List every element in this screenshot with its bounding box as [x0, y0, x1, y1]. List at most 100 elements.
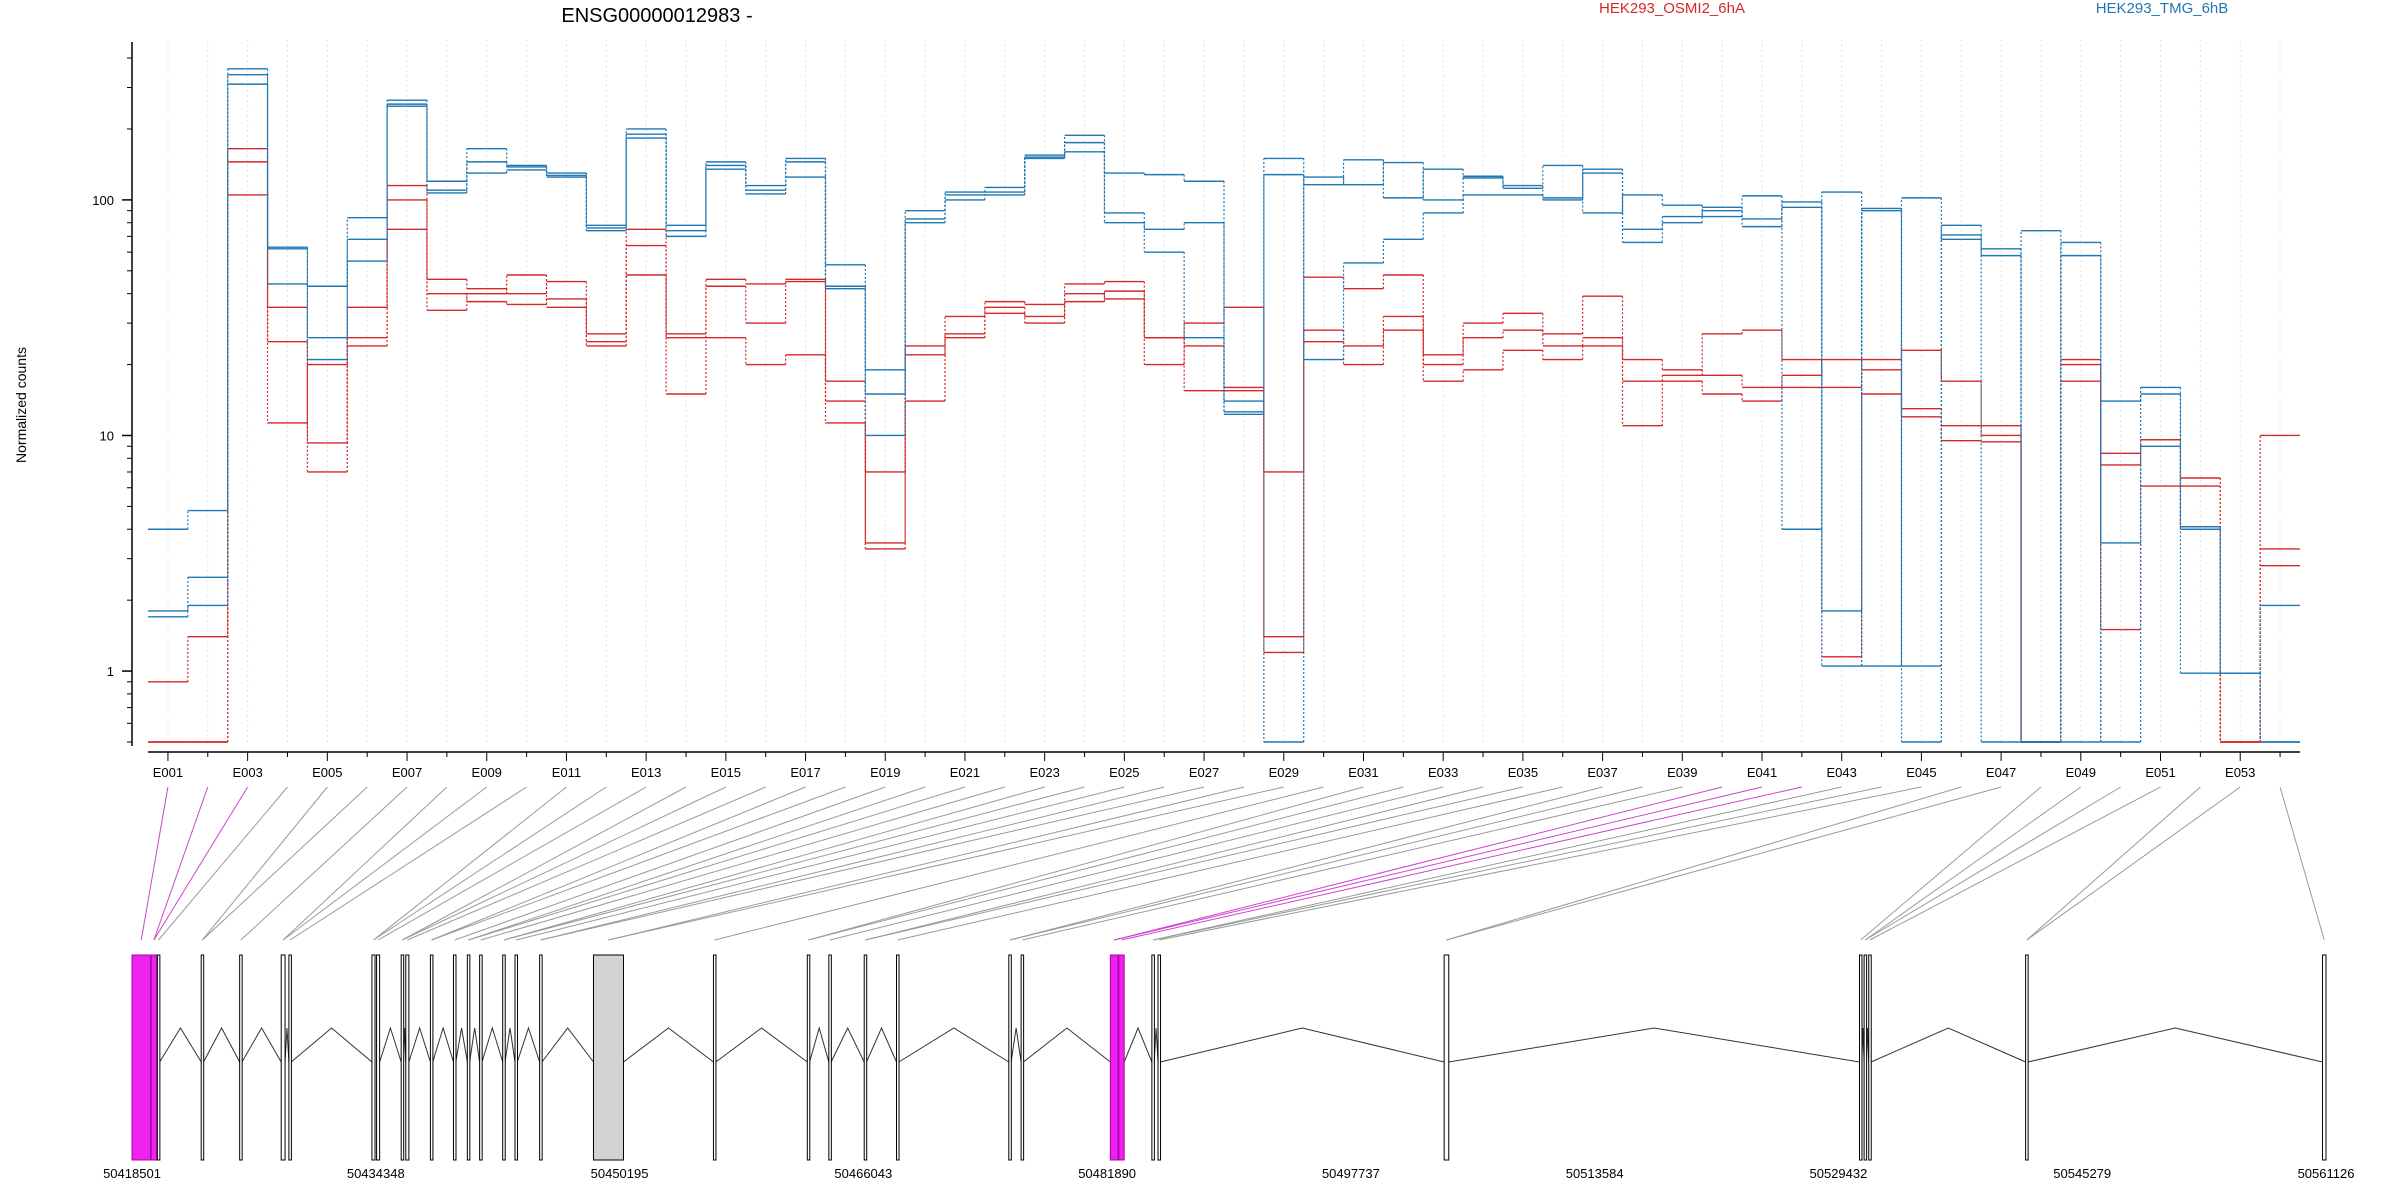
x-tick-label-E021: E021 [950, 765, 980, 780]
connector-E011 [373, 786, 567, 941]
gene-exon-11 [405, 954, 410, 1161]
y-tick-label: 100 [92, 193, 114, 208]
gene-exon-25 [1008, 954, 1012, 1161]
intron-line [481, 1026, 504, 1063]
connector-E014 [402, 786, 687, 941]
x-tick-label-E043: E043 [1827, 765, 1857, 780]
intron-line [715, 1027, 808, 1063]
connector-E041 [1114, 786, 1763, 941]
x-tick-label-E009: E009 [472, 765, 502, 780]
connector-E050 [1865, 786, 2121, 941]
x-tick-label-E023: E023 [1029, 765, 1059, 780]
connector-E019 [454, 786, 886, 941]
gene-exon-4 [200, 954, 205, 1161]
legend-entry-osmi2: HEK293_OSMI2_6hA [1599, 0, 1745, 17]
gene-exon-24 [896, 954, 900, 1161]
intron-line [809, 1026, 830, 1063]
gene-exon-20 [712, 954, 717, 1161]
connector-E021 [468, 786, 966, 941]
gene-exon-35 [2025, 954, 2029, 1161]
connector-E018 [431, 786, 846, 941]
connector-E001 [140, 786, 169, 941]
intron-line [203, 1026, 241, 1063]
intron-line [455, 1027, 468, 1063]
y-tick-label: 10 [100, 428, 114, 443]
connector-E053 [2026, 786, 2241, 941]
connector-E043 [1152, 786, 1842, 941]
connector-E025 [516, 786, 1125, 941]
intron-line [866, 1026, 897, 1063]
gene-exon-7 [288, 954, 292, 1161]
intron-line [541, 1027, 594, 1063]
x-tick-label-E025: E025 [1109, 765, 1139, 780]
intron-line [241, 1026, 282, 1063]
intron-line [1010, 1027, 1022, 1063]
x-tick-label-E049: E049 [2066, 765, 2096, 780]
series-2-HEK293_OSMI2_6hA [148, 194, 2300, 743]
connector-E012 [373, 786, 607, 941]
genomic-coordinate-label: 50561126 [2298, 1166, 2355, 1181]
gene-exon-12 [429, 954, 434, 1161]
connector-E013 [377, 786, 647, 941]
gene-exon-16 [502, 954, 506, 1161]
intron-line [830, 1026, 865, 1063]
connector-E009 [282, 786, 488, 941]
connector-E016 [407, 786, 766, 941]
x-tick-label-E013: E013 [631, 765, 661, 780]
genomic-coordinate-label: 50529432 [1810, 1166, 1868, 1181]
gene-exon-18 [539, 954, 543, 1161]
x-tick-label-E017: E017 [790, 765, 820, 780]
genomic-coordinate-label: 50497737 [1322, 1166, 1380, 1181]
gene-exon-33 [1863, 954, 1868, 1161]
connector-E017 [431, 786, 806, 941]
intron-line [516, 1026, 541, 1063]
connector-E022 [480, 786, 1005, 941]
connector-E027 [540, 786, 1205, 941]
intron-line [1023, 1027, 1111, 1063]
connector-E030 [714, 786, 1324, 941]
intron-line [290, 1027, 373, 1063]
connector-E052 [2026, 786, 2201, 941]
exon-connector-lines [140, 786, 2325, 941]
connector-E024 [503, 786, 1085, 941]
connector-E051 [1869, 786, 2161, 941]
intron-line [898, 1027, 1010, 1063]
intron-line [284, 1027, 290, 1063]
intron-line [1160, 1027, 1445, 1063]
intron-line [2027, 1027, 2323, 1063]
connector-E054 [2279, 786, 2325, 941]
connector-E045 [1159, 786, 1922, 941]
gene-exon-19 [592, 954, 624, 1161]
connector-E037 [1009, 786, 1603, 941]
connector-E049 [1864, 786, 2082, 941]
gene-exon-13 [452, 954, 457, 1161]
connector-E034 [865, 786, 1484, 941]
axes: 1 10 100 E001 E003 E005 E007 E009 E011 E013 E015 E0… [92, 42, 2300, 780]
intron-line [1123, 1026, 1153, 1063]
x-tick-label-E045: E045 [1906, 765, 1936, 780]
intron-line [469, 1027, 481, 1063]
connector-E026 [540, 786, 1165, 941]
genomic-coordinate-label: 50434348 [347, 1166, 405, 1181]
x-tick-label-E035: E035 [1508, 765, 1538, 780]
x-tick-label-E047: E047 [1986, 765, 2016, 780]
gene-exon-27 [1109, 954, 1119, 1161]
connector-E031 [808, 786, 1364, 941]
series-lines [148, 68, 2300, 743]
connector-E044 [1152, 786, 1882, 941]
genomic-coordinate-label: 50466043 [834, 1166, 892, 1181]
connector-E042 [1121, 786, 1802, 941]
intron-line [159, 1027, 202, 1063]
gene-exon-29 [1151, 954, 1155, 1161]
connector-E005 [201, 786, 328, 941]
x-tick-label-E003: E003 [232, 765, 262, 780]
connector-E047 [1446, 786, 2002, 941]
x-tick-label-E033: E033 [1428, 765, 1458, 780]
intron-line [408, 1026, 431, 1063]
connector-E010 [289, 786, 527, 941]
gene-exon-30 [1157, 954, 1162, 1161]
connector-E046 [1446, 786, 1962, 941]
x-tick-label-E053: E053 [2225, 765, 2255, 780]
gene-exon-10 [400, 954, 405, 1161]
